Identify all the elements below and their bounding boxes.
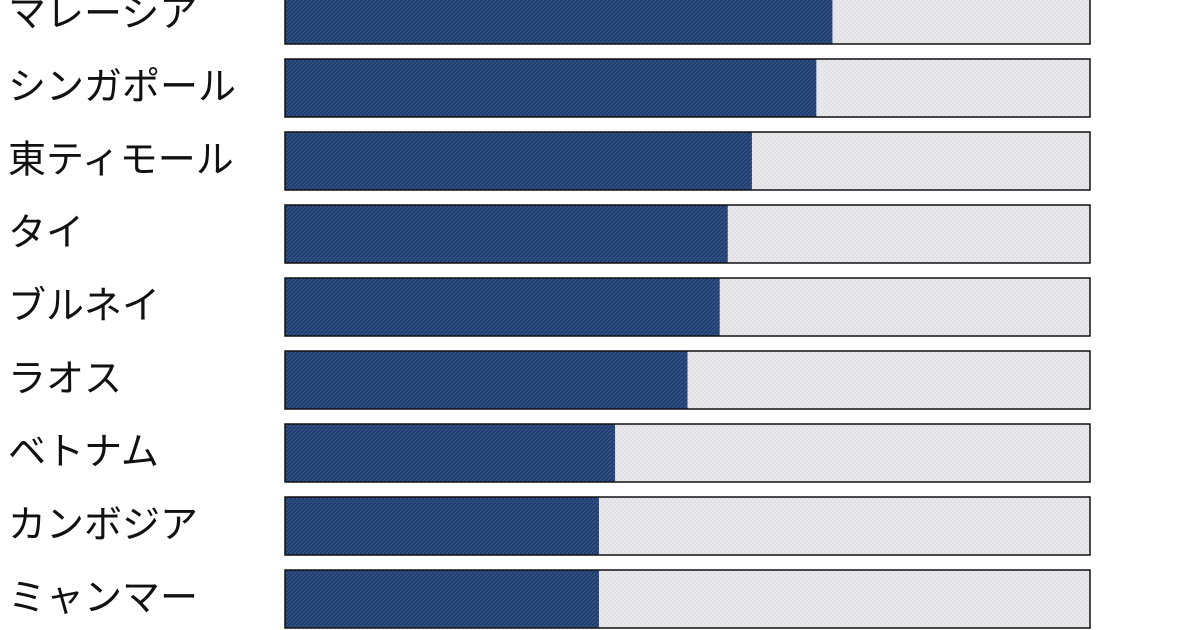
category-label: 東ティモール bbox=[8, 138, 234, 182]
category-label: ミャンマー bbox=[8, 576, 198, 620]
bar-texture bbox=[285, 132, 752, 190]
bar-border bbox=[284, 0, 1091, 45]
bar-border bbox=[284, 277, 1091, 337]
bar-border bbox=[284, 423, 1091, 483]
category-label: シンガポール bbox=[8, 65, 236, 109]
category-label: ベトナム bbox=[8, 430, 159, 474]
bar-border bbox=[284, 350, 1091, 410]
bar-border bbox=[284, 496, 1091, 556]
bar-texture bbox=[285, 205, 728, 263]
bar-border bbox=[284, 569, 1091, 629]
bar-border bbox=[284, 204, 1091, 264]
category-label: ブルネイ bbox=[8, 284, 160, 328]
bar-texture bbox=[285, 497, 599, 555]
bar-texture bbox=[285, 570, 599, 628]
bar-border bbox=[284, 131, 1091, 191]
bar-texture bbox=[285, 424, 616, 482]
bar-texture bbox=[285, 278, 720, 336]
bar-texture bbox=[285, 0, 833, 44]
bar-border bbox=[284, 58, 1091, 118]
category-label: タイ bbox=[8, 211, 84, 255]
category-label: ラオス bbox=[8, 357, 122, 401]
bar-texture bbox=[285, 351, 688, 409]
category-label: マレーシア bbox=[8, 0, 197, 36]
bar-texture bbox=[285, 59, 817, 117]
category-label: カンボジア bbox=[8, 503, 198, 547]
